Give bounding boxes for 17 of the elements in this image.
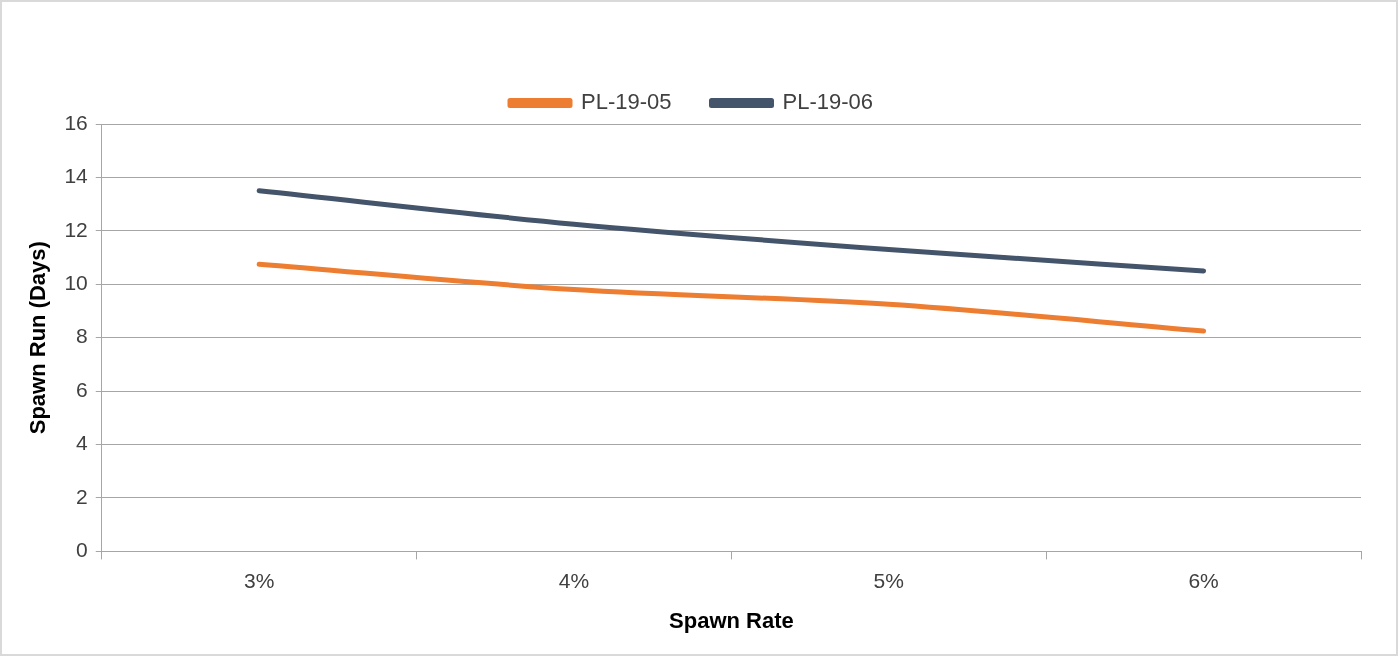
y-tick-label: 8 xyxy=(76,324,88,348)
y-tick-label: 4 xyxy=(76,431,89,455)
x-tick-label: 6% xyxy=(1188,568,1219,592)
y-tick-label: 14 xyxy=(64,164,89,188)
y-axis-title: Spawn Run (Days) xyxy=(25,241,51,435)
y-tick-label: 10 xyxy=(64,271,88,295)
legend-label: PL-19-05 xyxy=(581,89,672,115)
x-tick-label: 5% xyxy=(873,568,904,592)
x-tick-label: 3% xyxy=(243,568,275,592)
y-tick-label: 16 xyxy=(64,110,88,134)
legend-label: PL-19-06 xyxy=(782,89,874,115)
y-tick-label: 2 xyxy=(76,484,88,508)
y-tick-label: 0 xyxy=(76,538,88,562)
y-tick-label: 12 xyxy=(64,217,88,241)
x-tick-label: 4% xyxy=(558,568,590,592)
y-tick-label: 6 xyxy=(76,377,88,401)
x-axis-title: Spawn Rate xyxy=(669,607,794,633)
